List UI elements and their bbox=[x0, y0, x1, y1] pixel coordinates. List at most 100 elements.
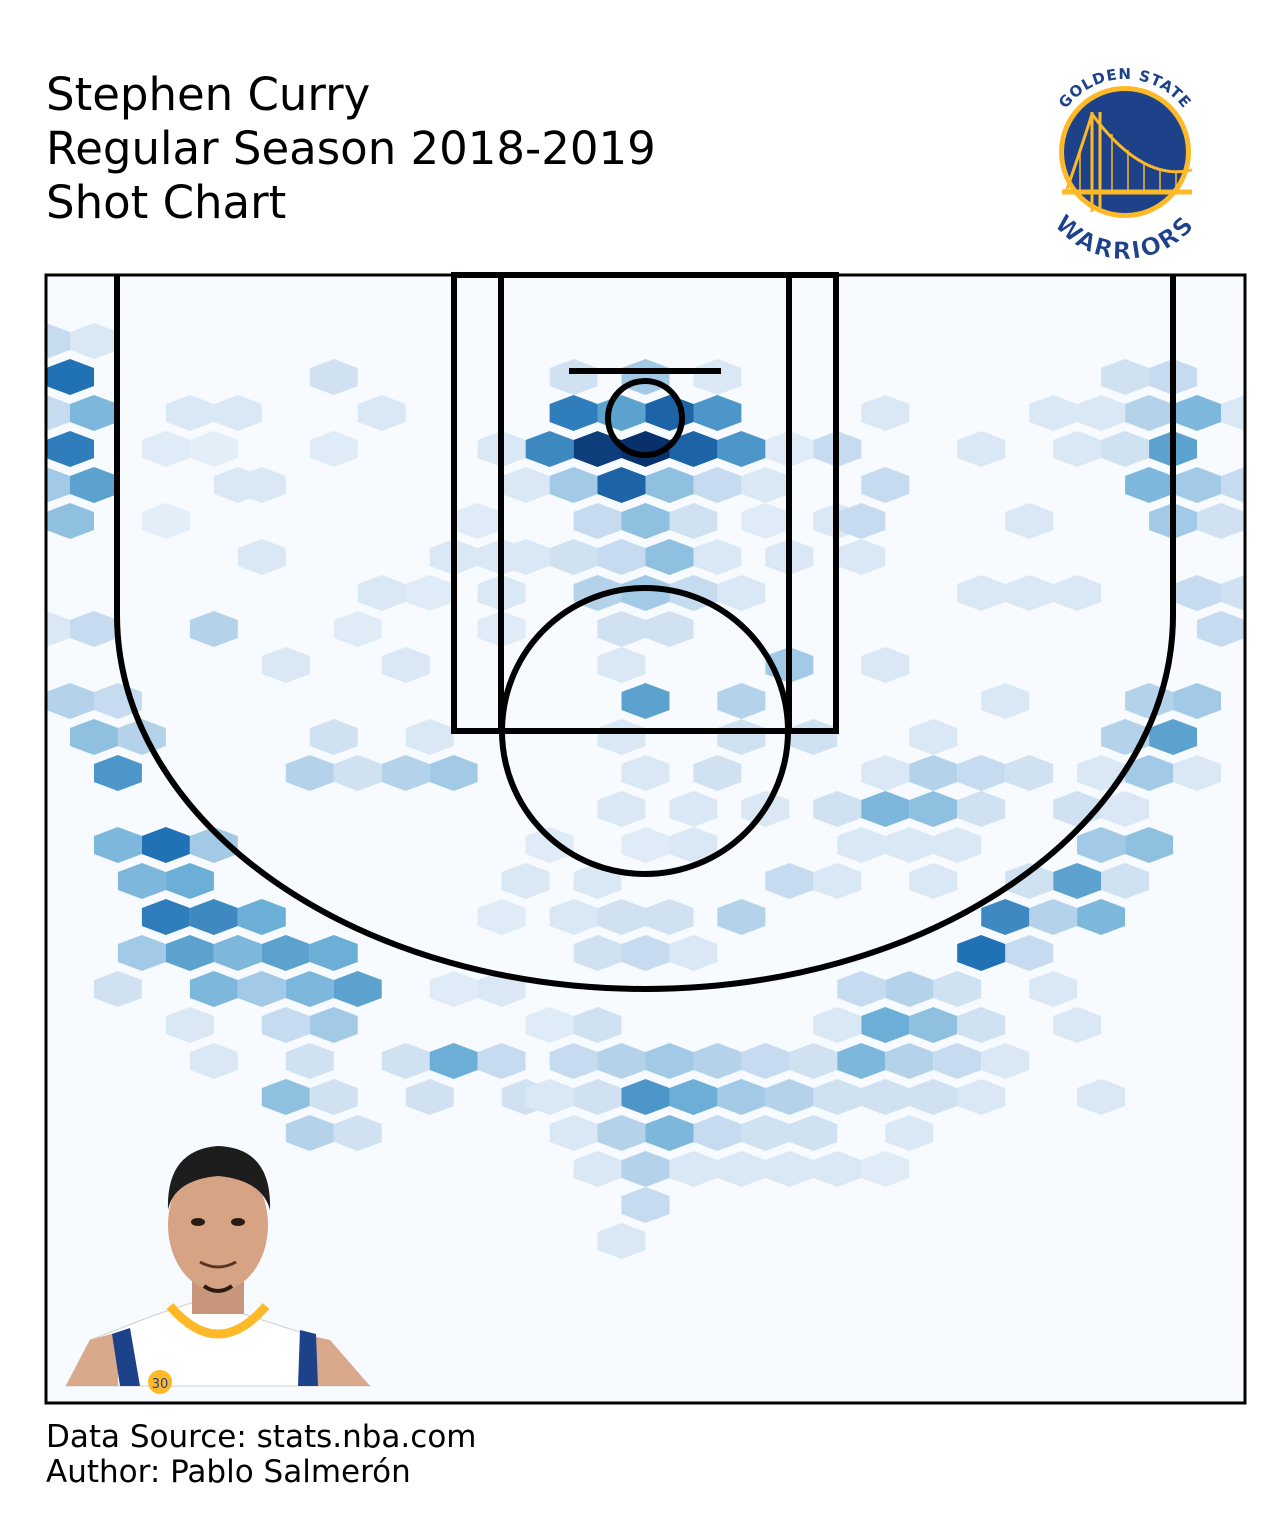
hexbin-cell bbox=[1029, 899, 1078, 935]
hexbin-cell bbox=[933, 1043, 982, 1079]
hexbin-cell bbox=[1221, 575, 1245, 611]
warriors-logo: GOLDEN STATE WARRIORS bbox=[1041, 65, 1209, 262]
hexbin-cell bbox=[285, 1043, 334, 1079]
hexbin-cell bbox=[46, 503, 94, 539]
player-photo: 30 bbox=[65, 1146, 372, 1394]
hexbin-cell bbox=[693, 395, 742, 431]
hexbin-cell bbox=[717, 683, 766, 719]
hexbin-cell bbox=[597, 1115, 646, 1151]
hexbin-cell bbox=[189, 431, 238, 467]
hexbin-cell bbox=[1173, 683, 1221, 719]
hexbin-cell bbox=[405, 719, 454, 755]
hexbin-cell bbox=[909, 719, 958, 755]
hexbin-cell bbox=[405, 575, 454, 611]
hexbin-cell bbox=[669, 1151, 718, 1187]
jersey-trim-right bbox=[298, 1330, 318, 1386]
hexbin-cell bbox=[669, 431, 718, 467]
hexbin-cell bbox=[285, 755, 334, 791]
hexbin-cell bbox=[645, 611, 694, 647]
hexbin-cell bbox=[885, 1115, 934, 1151]
free-throw-circle bbox=[499, 585, 791, 877]
hexbin-cell bbox=[549, 395, 598, 431]
hexbin-cell bbox=[309, 1079, 358, 1115]
hexbin-cell bbox=[46, 611, 70, 647]
hexbin-cell bbox=[717, 1079, 766, 1115]
hexbin-cell bbox=[861, 755, 910, 791]
hexbin-cell bbox=[429, 1043, 478, 1079]
hexbin-cell bbox=[381, 755, 430, 791]
hexbin-cell bbox=[189, 899, 238, 935]
hexbin-cell bbox=[357, 575, 406, 611]
hexbin-cell bbox=[1005, 575, 1054, 611]
hexbin-cell bbox=[885, 1043, 934, 1079]
hexbin-cell bbox=[861, 647, 910, 683]
hexbin-cell bbox=[1005, 755, 1054, 791]
jersey-trim-left bbox=[112, 1328, 140, 1386]
hexbin-cell bbox=[46, 395, 70, 431]
hexbin-cell bbox=[261, 647, 310, 683]
hexbin-cell bbox=[1173, 395, 1221, 431]
hexbin-layer bbox=[46, 323, 1245, 1259]
hexbin-cell bbox=[333, 611, 382, 647]
hexbin-cell bbox=[1173, 755, 1221, 791]
hexbin-cell bbox=[573, 1079, 622, 1115]
hexbin-cell bbox=[837, 827, 886, 863]
hexbin-cell bbox=[237, 539, 286, 575]
hexbin-cell bbox=[741, 1115, 790, 1151]
hexbin-cell bbox=[645, 899, 694, 935]
hexbin-cell bbox=[46, 683, 94, 719]
hexbin-cell bbox=[1077, 827, 1126, 863]
hexbin-cell bbox=[117, 719, 166, 755]
player-face bbox=[168, 1159, 268, 1291]
hexbin-cell bbox=[70, 395, 118, 431]
hexbin-cell bbox=[621, 575, 670, 611]
hexbin-cell bbox=[597, 539, 646, 575]
hexbin-cell bbox=[309, 431, 358, 467]
hexbin-cell bbox=[621, 827, 670, 863]
hexbin-cell bbox=[957, 575, 1006, 611]
hexbin-cell bbox=[861, 395, 910, 431]
hexbin-cell bbox=[765, 1151, 814, 1187]
hexbin-cell bbox=[741, 467, 790, 503]
hexbin-cell bbox=[70, 467, 118, 503]
hexbin-cell bbox=[1029, 971, 1078, 1007]
hexbin-cell bbox=[141, 431, 190, 467]
hexbin-cell bbox=[1029, 395, 1078, 431]
hexbin-cell bbox=[957, 791, 1006, 827]
hexbin-cell bbox=[117, 935, 166, 971]
hexbin-cell bbox=[789, 1043, 838, 1079]
jersey-collar bbox=[166, 1303, 270, 1339]
hexbin-cell bbox=[477, 899, 526, 935]
hexbin-cell bbox=[669, 827, 718, 863]
hexbin-cell bbox=[1221, 395, 1245, 431]
hexbin-cell bbox=[1101, 863, 1150, 899]
hexbin-cell bbox=[1101, 359, 1150, 395]
title-player-name: Stephen Curry bbox=[46, 68, 371, 121]
hexbin-cell bbox=[1077, 899, 1126, 935]
hoop bbox=[605, 378, 685, 458]
hexbin-cell bbox=[765, 863, 814, 899]
hexbin-cell bbox=[1053, 1007, 1102, 1043]
hexbin-cell bbox=[525, 1007, 574, 1043]
hexbin-cell bbox=[549, 1043, 598, 1079]
title-chart-type: Shot Chart bbox=[46, 176, 287, 229]
hexbin-cell bbox=[213, 395, 262, 431]
hexbin-cell bbox=[597, 791, 646, 827]
hexbin-cell bbox=[70, 611, 118, 647]
hexbin-cell bbox=[909, 755, 958, 791]
hexbin-cell bbox=[1197, 503, 1245, 539]
hexbin-cell bbox=[94, 827, 142, 863]
hexbin-cell bbox=[717, 1151, 766, 1187]
footer: Data Source: stats.nba.com Author: Pablo… bbox=[46, 1420, 477, 1490]
hexbin-cell bbox=[597, 647, 646, 683]
hexbin-cell bbox=[957, 755, 1006, 791]
title-season: Regular Season 2018-2019 bbox=[46, 122, 656, 175]
hexbin-cell bbox=[957, 431, 1006, 467]
hexbin-cell bbox=[237, 899, 286, 935]
hexbin-cell bbox=[94, 755, 142, 791]
hexbin-cell bbox=[189, 1043, 238, 1079]
hexbin-cell bbox=[597, 899, 646, 935]
hexbin-cell bbox=[285, 971, 334, 1007]
hexbin-cell bbox=[309, 719, 358, 755]
hexbin-cell bbox=[453, 503, 502, 539]
